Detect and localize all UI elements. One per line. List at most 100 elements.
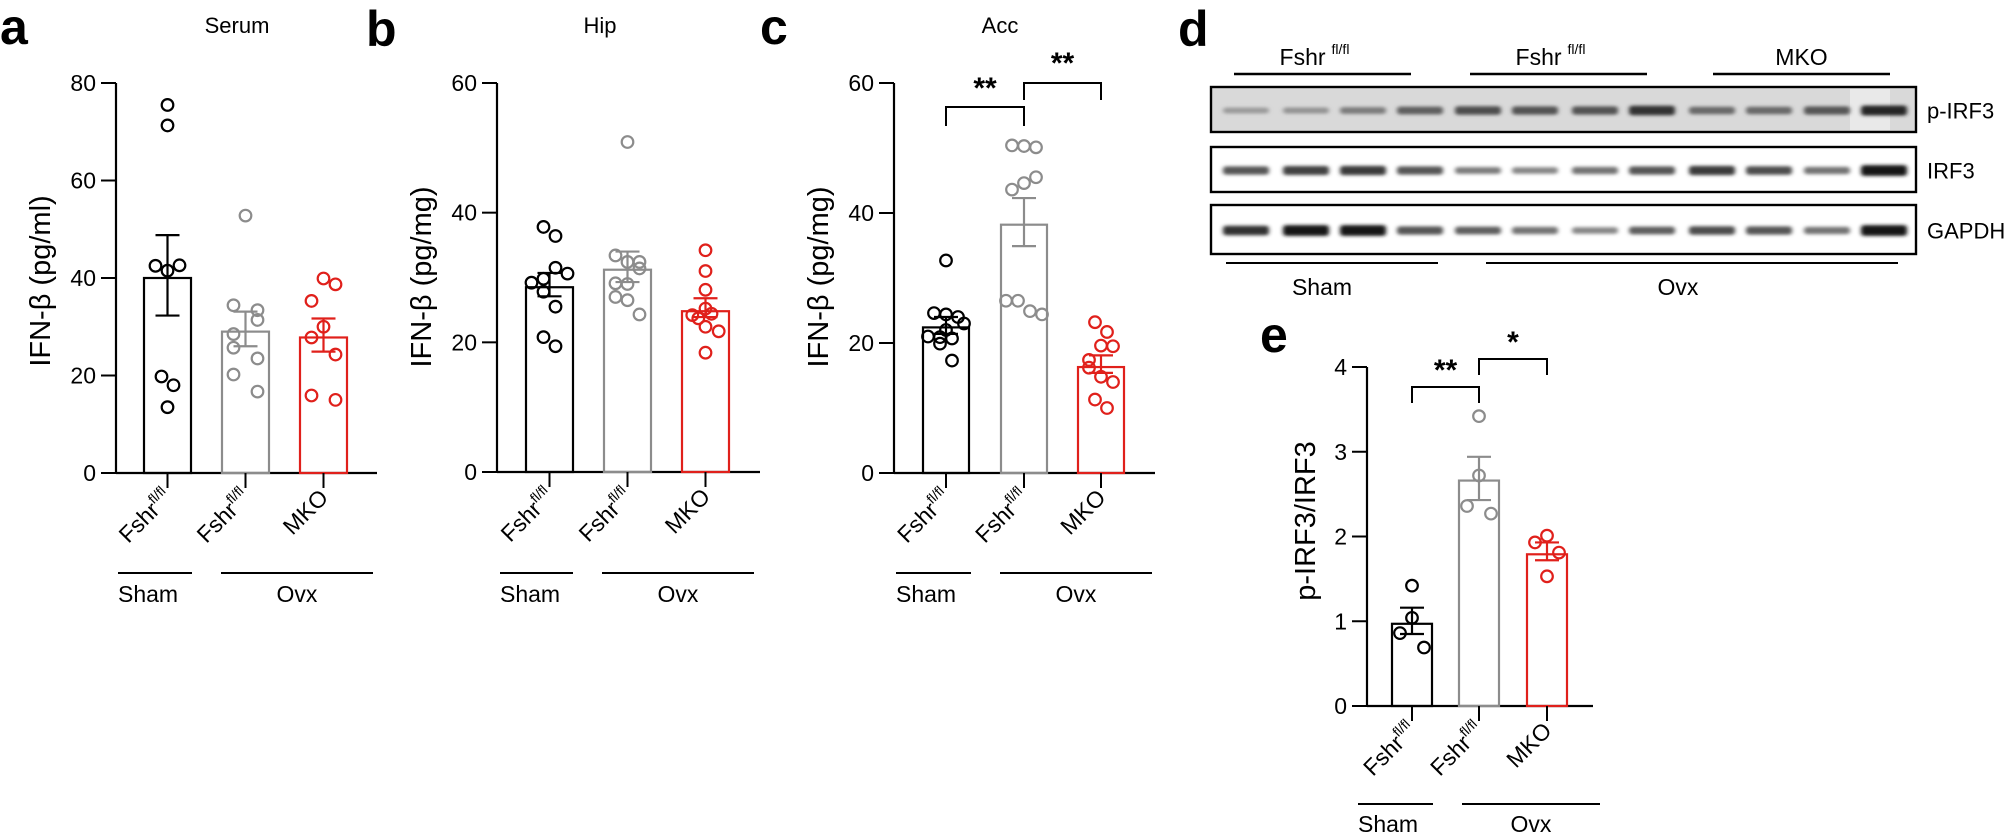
significance-bracket xyxy=(945,106,1025,126)
data-point xyxy=(160,98,175,112)
x-category-label: Fshrfl/fl xyxy=(1357,716,1422,781)
blot-top-group-sup: fl/fl xyxy=(1568,41,1586,57)
data-point xyxy=(1100,401,1114,415)
blot-band xyxy=(1512,106,1558,115)
y-tick-label: 40 xyxy=(451,200,477,226)
x-category-label: MKO xyxy=(1501,717,1556,772)
data-point xyxy=(698,282,713,297)
panel-letter-e: e xyxy=(1260,307,1288,363)
blot-band xyxy=(1689,106,1735,115)
blot-band xyxy=(1223,107,1269,114)
chart-acc: Acc IFN-β (pg/mg) 0 20 40 60 Fshrfl/flFshrfl/f… xyxy=(803,13,1155,607)
chart-hip: Hip IFN-β (pg/mg) 0 20 40 60 Fshrfl/flFshrfl/f… xyxy=(406,13,760,607)
data-point xyxy=(632,307,647,322)
data-point xyxy=(328,277,343,292)
data-point xyxy=(1417,640,1431,655)
data-point xyxy=(632,261,647,276)
significance-bracket xyxy=(1411,386,1480,403)
blot-bottom-group-label-sham: Sham xyxy=(1292,274,1352,300)
bar xyxy=(524,286,575,474)
significance-label: ** xyxy=(1051,47,1075,80)
x-category-label: MKO xyxy=(1055,484,1110,539)
data-point xyxy=(226,298,241,313)
blot-row-label: IRF3 xyxy=(1927,159,1975,184)
data-point xyxy=(304,294,319,308)
chart-title: Hip xyxy=(583,13,616,38)
data-point xyxy=(1094,338,1108,353)
data-point xyxy=(939,307,953,322)
data-point xyxy=(250,313,265,327)
data-point xyxy=(328,392,343,407)
data-point xyxy=(1393,626,1407,641)
blot-band xyxy=(1629,166,1675,175)
y-tick-label: 1 xyxy=(1334,608,1347,634)
panel-letter-c: c xyxy=(760,0,788,55)
blot-band xyxy=(1283,225,1329,236)
y-tick-label: 60 xyxy=(70,168,96,194)
data-point xyxy=(1472,409,1486,424)
data-point xyxy=(691,311,706,326)
y-tick-label: 60 xyxy=(848,70,874,96)
x-category-label: Fshrfl/fl xyxy=(1424,716,1489,781)
data-point xyxy=(536,220,551,234)
blot-top-group-sup: fl/fl xyxy=(1332,41,1350,57)
data-point xyxy=(1484,506,1498,521)
blot-row-irf3: IRF3 xyxy=(1209,145,1975,194)
data-point xyxy=(304,388,319,403)
data-point xyxy=(1528,535,1542,550)
data-point xyxy=(698,319,713,334)
data-point xyxy=(620,277,635,291)
chart-title: Serum xyxy=(205,13,270,38)
data-point xyxy=(1106,339,1120,354)
x-category-main: MKO xyxy=(278,484,333,539)
group-label-sham: Sham xyxy=(1358,811,1418,837)
data-point xyxy=(250,351,265,366)
blot-band xyxy=(1804,106,1850,115)
data-point xyxy=(1035,307,1049,322)
y-axis-label: IFN-β (pg/mg) xyxy=(803,186,835,367)
blot-top-group-main: Fshr xyxy=(1516,44,1562,70)
blot-row-p-irf3: p-IRF3 xyxy=(1209,85,1994,134)
bar xyxy=(921,326,971,475)
panel-letter-a: a xyxy=(0,0,29,55)
blot-band xyxy=(1397,106,1443,115)
data-point xyxy=(1005,138,1019,153)
blot-row-label: p-IRF3 xyxy=(1927,99,1994,124)
data-point xyxy=(620,293,635,308)
data-point xyxy=(1094,369,1108,384)
blot-band xyxy=(1512,167,1558,174)
data-point xyxy=(957,316,971,331)
data-point xyxy=(620,255,635,269)
data-point xyxy=(548,339,563,354)
data-point xyxy=(560,266,575,281)
data-point xyxy=(548,260,563,275)
group-label-ovx: Ovx xyxy=(658,581,699,607)
blot-top-group-label: MKO xyxy=(1775,44,1827,70)
data-point xyxy=(1540,569,1554,584)
blot-band xyxy=(1455,167,1501,174)
data-point xyxy=(632,255,647,269)
data-point xyxy=(1005,182,1019,197)
x-category-main: MKO xyxy=(1055,484,1110,539)
blot-band xyxy=(1572,106,1618,115)
chart-title: Acc xyxy=(982,13,1019,38)
blot-band xyxy=(1746,106,1792,115)
group-label-ovx: Ovx xyxy=(1056,581,1097,607)
data-point xyxy=(226,367,241,382)
blot-band xyxy=(1804,226,1850,235)
data-point xyxy=(1011,293,1025,308)
data-point xyxy=(711,324,726,339)
y-tick-label: 40 xyxy=(848,200,874,226)
blot-band xyxy=(1746,226,1792,235)
y-tick-label: 0 xyxy=(83,460,96,486)
data-point xyxy=(154,369,169,384)
data-point xyxy=(316,271,331,286)
blot-top-group-main: MKO xyxy=(1775,44,1827,70)
data-point xyxy=(1082,353,1096,367)
data-point xyxy=(166,378,181,393)
significance-label: * xyxy=(1507,326,1519,359)
x-category-main: MKO xyxy=(1501,717,1556,772)
x-category-label: Fshrfl/fl xyxy=(190,483,255,548)
blot-band xyxy=(1861,165,1907,176)
